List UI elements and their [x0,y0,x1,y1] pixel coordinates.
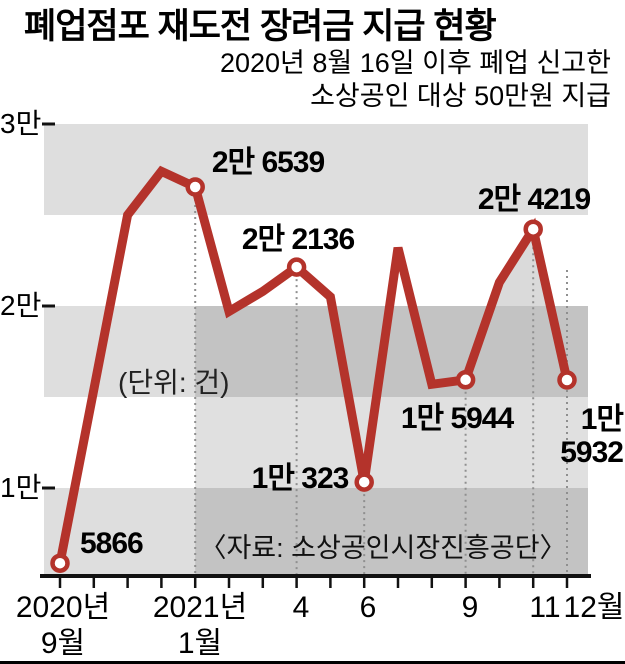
x-axis-label: 9 [461,591,479,624]
highlight-overlay [195,306,588,574]
x-axis-label: 1월 [177,627,223,660]
data-point-marker [354,472,374,492]
data-point-marker [557,370,577,390]
highlight-rect [195,306,588,574]
data-label-line: 1만 323 [251,462,350,495]
chart-subtitle: 2020년 8월 16일 이후 폐업 신고한 소상공인 대상 50만원 지급 [220,47,611,113]
x-axis-label: 4 [292,591,310,624]
data-label: 5866 [80,527,144,560]
x-axis-label: 12월 [563,591,625,624]
data-point-marker [50,553,70,573]
y-axis-tick-dashes [42,122,55,490]
x-axis-label: 6 [359,591,377,624]
y-axis-label: 2만 [0,290,42,321]
dotted-guide-lines [194,187,568,574]
subtitle-line-1: 2020년 8월 16일 이후 폐업 신고한 [219,48,611,78]
data-point-marker [185,177,205,197]
data-label-line: 2만 6539 [211,146,325,179]
y-axis-label: 3만 [0,108,42,139]
data-label-line: 2만 4219 [477,183,591,216]
data-label: 1만 323 [251,462,350,495]
data-label-line: 5932 [560,436,624,469]
stripe-band [44,306,588,397]
data-label: 2만 6539 [211,146,325,179]
stripe-band [44,488,588,574]
x-axis-label: 9월 [40,627,86,660]
data-label: 2만 2136 [241,223,355,256]
x-axis-label: 11 [529,591,561,624]
data-label: 1만 5944 [400,402,514,435]
x-axis-label: 2021년 [152,591,248,624]
unit-note: (단위: 건) [118,367,230,398]
data-point-markers [50,177,577,573]
data-label: 1만 5932 [560,403,624,469]
data-point-marker [523,219,543,239]
series-polyline [55,165,572,568]
data-label-line: 1만 5944 [400,402,514,435]
x-axis [40,574,591,588]
subtitle-line-2: 소상공인 대상 50만원 지급 [310,81,611,111]
bottom-rule [0,661,625,664]
y-axis-label: 1만 [0,472,42,503]
data-label-line: 2만 2136 [241,223,355,256]
source-note: 〈자료: 소상공인시장진흥공단〉 [199,533,567,563]
data-label-line: 1만 [580,403,624,436]
x-axis-label: 2020년 [15,591,111,624]
data-label-line: 5866 [80,527,144,560]
data-point-marker [455,370,476,390]
data-point-marker [286,257,307,277]
data-line-series [55,165,572,568]
page-title: 폐업점포 재도전 장려금 지급 현황 [24,7,497,46]
data-label: 2만 4219 [477,183,591,216]
